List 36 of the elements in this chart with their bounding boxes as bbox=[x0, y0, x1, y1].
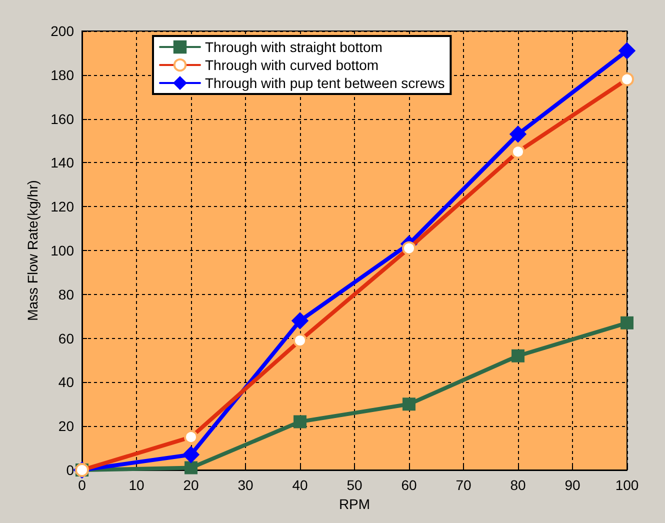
x-tick-label: 10 bbox=[128, 477, 144, 493]
y-tick-label: 140 bbox=[50, 154, 74, 171]
y-tick-label: 20 bbox=[58, 418, 74, 434]
y-tick-label: 200 bbox=[50, 23, 74, 39]
point bbox=[620, 316, 634, 330]
y-tick-label: 40 bbox=[58, 374, 74, 390]
legend-label: Through with straight bottom bbox=[205, 39, 382, 55]
y-tick-label: 180 bbox=[50, 66, 74, 83]
x-tick-label: 90 bbox=[564, 477, 580, 493]
y-axis-title: Mass Flow Rate(kg/hr) bbox=[24, 180, 41, 321]
y-tick-label: 120 bbox=[50, 198, 74, 215]
point bbox=[184, 461, 198, 474]
y-tick-label: 100 bbox=[50, 242, 74, 258]
x-tick-label: 100 bbox=[615, 477, 639, 493]
point bbox=[402, 398, 416, 411]
y-tick-label: 80 bbox=[58, 286, 74, 302]
y-tick-label: 60 bbox=[58, 330, 74, 346]
x-tick-label: 40 bbox=[292, 477, 308, 493]
point bbox=[512, 349, 524, 362]
x-tick-label: 20 bbox=[183, 477, 199, 493]
x-tick-label: 70 bbox=[456, 477, 472, 493]
x-tick-label: 80 bbox=[510, 477, 526, 493]
x-tick-label: 30 bbox=[238, 477, 254, 493]
point bbox=[183, 446, 199, 463]
legend-label: Through with pup tent between screws bbox=[205, 75, 445, 91]
point bbox=[292, 312, 308, 329]
y-tick-label: 160 bbox=[50, 110, 74, 127]
x-axis-title: RPM bbox=[338, 496, 370, 512]
point bbox=[619, 42, 635, 59]
point bbox=[294, 415, 306, 428]
x-tick-label: 0 bbox=[78, 477, 86, 493]
y-tick-label: 0 bbox=[66, 462, 74, 478]
x-tick-label: 50 bbox=[346, 477, 362, 493]
legend-label: Through with curved bottom bbox=[205, 57, 379, 73]
point bbox=[510, 126, 526, 142]
x-tick-label: 60 bbox=[401, 477, 417, 493]
